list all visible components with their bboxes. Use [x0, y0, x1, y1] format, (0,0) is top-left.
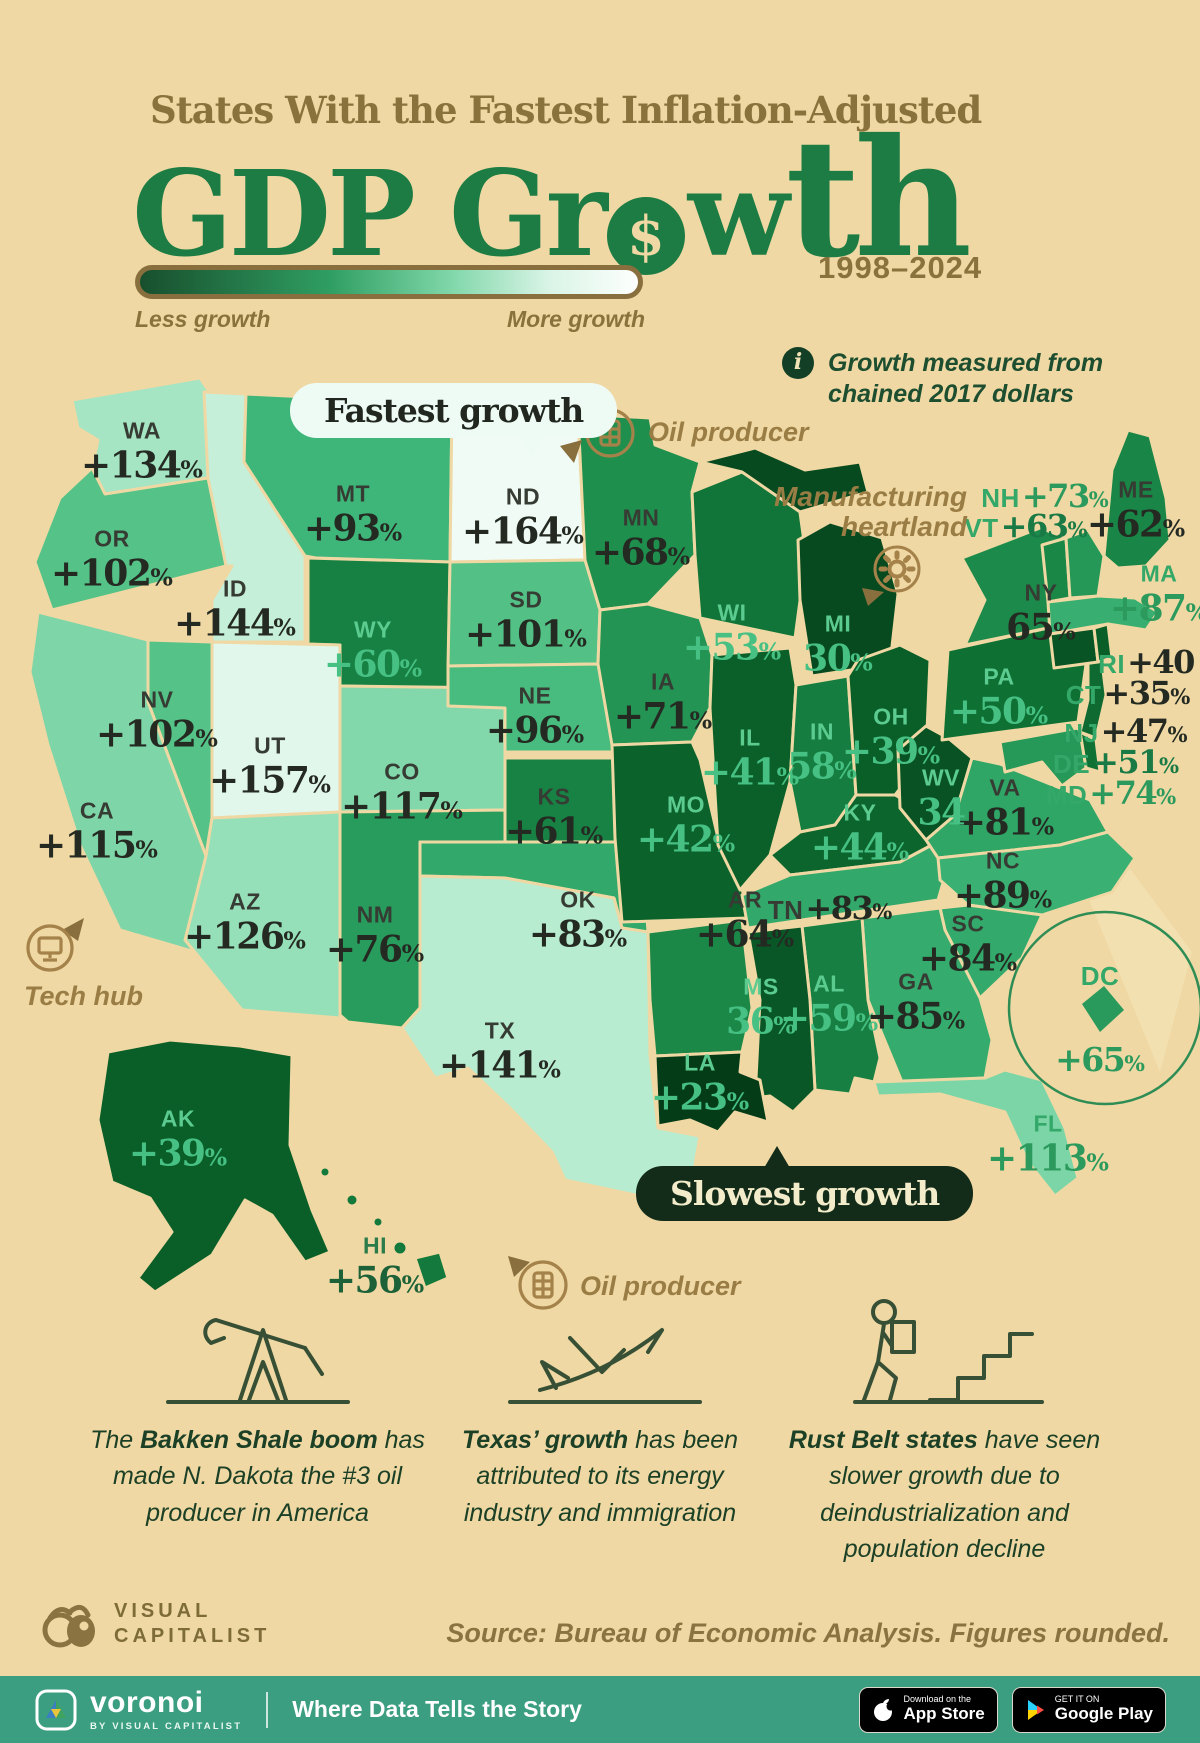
bottom-brand-bar: voronoi BY VISUAL CAPITALIST Where Data …	[0, 1676, 1200, 1743]
state-shape-MD	[998, 726, 1088, 788]
slowest-growth-callout: Slowest growth	[636, 1146, 974, 1221]
state-shape-NC	[936, 830, 1137, 917]
page-subtitle: States With the Fastest Inflation-Adjust…	[150, 88, 982, 132]
annotation-bold: Bakken Shale boom	[140, 1426, 378, 1454]
dc-diamond-icon	[1082, 986, 1124, 1032]
google-play-icon	[1027, 1699, 1044, 1720]
annotation-text: has been attributed to its energy indust…	[463, 1426, 739, 1527]
person-stairs-sketch-icon	[853, 1299, 1044, 1404]
visual-capitalist-logo: VISUAL CAPITALIST	[38, 1594, 270, 1654]
state-shape-MS	[746, 924, 817, 1114]
apple-icon	[873, 1698, 895, 1721]
legend-less-label: Less growth	[135, 306, 271, 332]
title-part-2: w	[687, 144, 790, 283]
color-legend-labels: Less growth More growth	[135, 306, 645, 333]
voronoi-byline: BY VISUAL CAPITALIST	[90, 1720, 243, 1732]
title-part-1: GDP Gr	[132, 144, 608, 283]
note-line-1: Growth measured from	[828, 349, 1104, 377]
app-store-badge[interactable]: Download on the App Store	[858, 1686, 998, 1733]
tech-hub-label: Tech hub	[24, 981, 143, 1011]
state-shape-HI	[318, 1165, 450, 1290]
gear-icon	[873, 545, 921, 593]
google-play-label: Google Play	[1054, 1704, 1153, 1724]
brand-line-1: VISUAL	[114, 1600, 212, 1622]
page-title: GDP Gr $ w th	[132, 104, 972, 294]
oil-producer-label-top: Oil producer	[648, 417, 809, 447]
oil-top-arrow-icon	[560, 440, 582, 463]
state-shape-MI	[698, 446, 900, 678]
dollar-icon: $	[606, 197, 685, 275]
app-store-pre-label: Download on the	[903, 1694, 972, 1705]
annotation-rust-belt: Rust Belt states have seen slower growth…	[772, 1422, 1117, 1567]
state-shape-OR	[33, 466, 234, 612]
monitor-icon	[26, 924, 74, 972]
oil-pump-sketch-icon	[166, 1318, 350, 1404]
airplane-sketch-icon	[508, 1328, 702, 1404]
annotation-bold: Rust Belt states	[788, 1426, 978, 1454]
period-label: 1998–2024	[818, 250, 983, 285]
voronoi-logo	[35, 1689, 77, 1730]
state-shape-AK	[96, 1038, 332, 1294]
note-line-2: chained 2017 dollars	[828, 380, 1074, 408]
info-icon: i	[782, 347, 814, 379]
google-play-badge[interactable]: GET IT ON Google Play	[1011, 1686, 1166, 1733]
annotation-text: have seen slower growth due to deindustr…	[820, 1426, 1101, 1563]
state-shape-NH	[1064, 528, 1106, 600]
color-legend-gradient	[135, 265, 643, 299]
annotation-bold: Texas’ growth	[461, 1426, 629, 1454]
fastest-growth-callout: Fastest growth	[290, 383, 618, 458]
annotation-text: has made N. Dakota the #3 oil producer i…	[112, 1426, 425, 1527]
state-shape-ME	[1102, 428, 1172, 570]
oil-barrel-icon	[518, 1260, 568, 1310]
oil-producer-label-bottom: Oil producer	[580, 1271, 741, 1301]
dc-circle	[1007, 910, 1200, 1106]
manufacturing-heartland-label: Manufacturing heartland	[742, 482, 967, 542]
state-shape-LA	[653, 1050, 770, 1134]
state-shape-RI	[1092, 622, 1114, 664]
voronoi-text: voronoi	[90, 1685, 204, 1719]
manufacturing-line-1: Manufacturing	[774, 481, 967, 512]
manufacturing-line-2: heartland	[840, 510, 967, 542]
state-shape-UT	[210, 640, 342, 820]
annotation-text: The	[90, 1426, 141, 1454]
google-play-pre-label: GET IT ON	[1054, 1694, 1100, 1705]
title-part-3: th	[785, 104, 972, 294]
annotation-bakken: The Bakken Shale boom has made N. Dakota…	[85, 1422, 430, 1531]
tech-hub-arrow-icon	[62, 918, 84, 941]
source-note: Source: Bureau of Economic Analysis. Fig…	[446, 1618, 1170, 1648]
state-shape-GA	[860, 906, 994, 1084]
voronoi-wordmark: voronoi BY VISUAL CAPITALIST	[90, 1685, 243, 1732]
tagline: Where Data Tells the Story	[292, 1696, 582, 1722]
state-shape-SD	[446, 558, 602, 668]
brand-line-2: CAPITALIST	[114, 1625, 271, 1647]
state-shape-AZ	[183, 810, 342, 1020]
annotation-texas: Texas’ growth has been attributed to its…	[430, 1422, 770, 1531]
state-shape-IA	[596, 602, 714, 747]
state-shape-FL	[872, 1068, 1080, 1198]
app-store-label: App Store	[903, 1704, 985, 1724]
state-shape-CT	[1048, 626, 1100, 670]
oil-bottom-arrow-icon	[508, 1256, 530, 1277]
legend-more-label: More growth	[507, 306, 645, 332]
visual-capitalist-mark-icon	[42, 1604, 95, 1648]
state-shape-AR	[646, 918, 754, 1058]
divider	[266, 1691, 269, 1728]
manufacturing-arrow-icon	[862, 588, 884, 606]
